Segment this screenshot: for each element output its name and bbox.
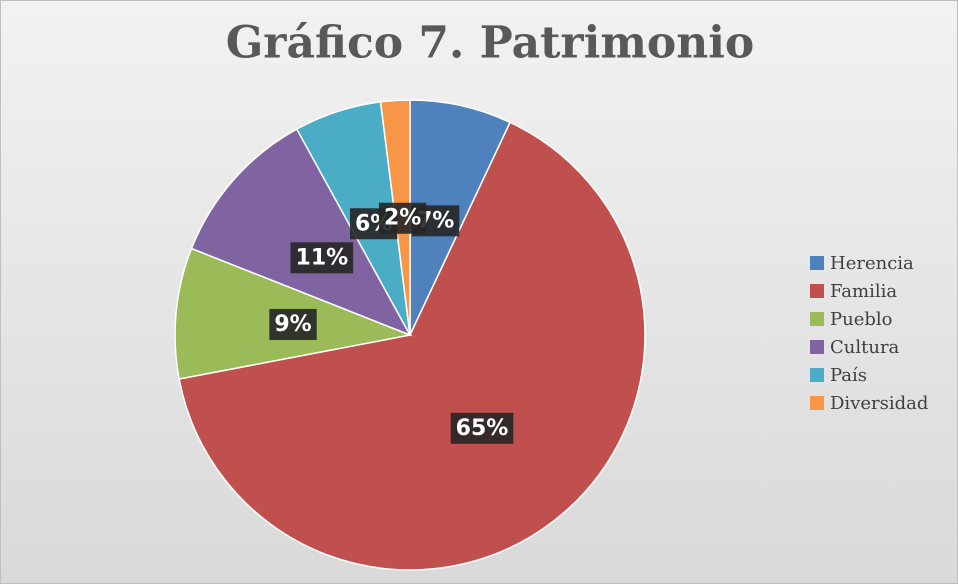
- legend-label: País: [830, 365, 867, 386]
- data-labels: 7%65%9%11%6%2%: [269, 202, 514, 444]
- pie-slice: [190, 128, 412, 337]
- data-label: 2%: [378, 202, 427, 234]
- data-label-box: [450, 412, 514, 444]
- legend-label: Familia: [830, 281, 897, 302]
- pie-slice: [409, 99, 512, 336]
- legend-swatch: [810, 340, 824, 354]
- legend-swatch: [810, 396, 824, 410]
- data-label-text: 65%: [456, 416, 509, 441]
- legend-label: Herencia: [830, 253, 914, 274]
- data-label: 9%: [269, 308, 317, 340]
- legend-label: Cultura: [830, 337, 900, 358]
- data-label-box: [290, 242, 354, 274]
- data-label: 65%: [450, 412, 514, 444]
- legend-swatch: [810, 368, 824, 382]
- data-label: 11%: [290, 242, 354, 274]
- legend-label: Diversidad: [830, 393, 928, 414]
- legend-label: Pueblo: [830, 309, 892, 330]
- data-label-text: 2%: [384, 206, 421, 231]
- legend: Herencia Familia Pueblo Cultura País Diversid…: [810, 253, 928, 414]
- data-label-text: 9%: [274, 312, 311, 337]
- legend-swatch: [810, 312, 824, 326]
- data-label-box: [378, 202, 427, 234]
- legend-swatch: [810, 284, 824, 298]
- pie-slice: [178, 121, 646, 571]
- legend-swatch: [810, 256, 824, 270]
- chart-title: Gráfico 7. Patrimonio: [226, 18, 755, 69]
- data-label-text: 11%: [296, 245, 349, 270]
- pie: [174, 99, 646, 571]
- data-label-box: [269, 308, 317, 340]
